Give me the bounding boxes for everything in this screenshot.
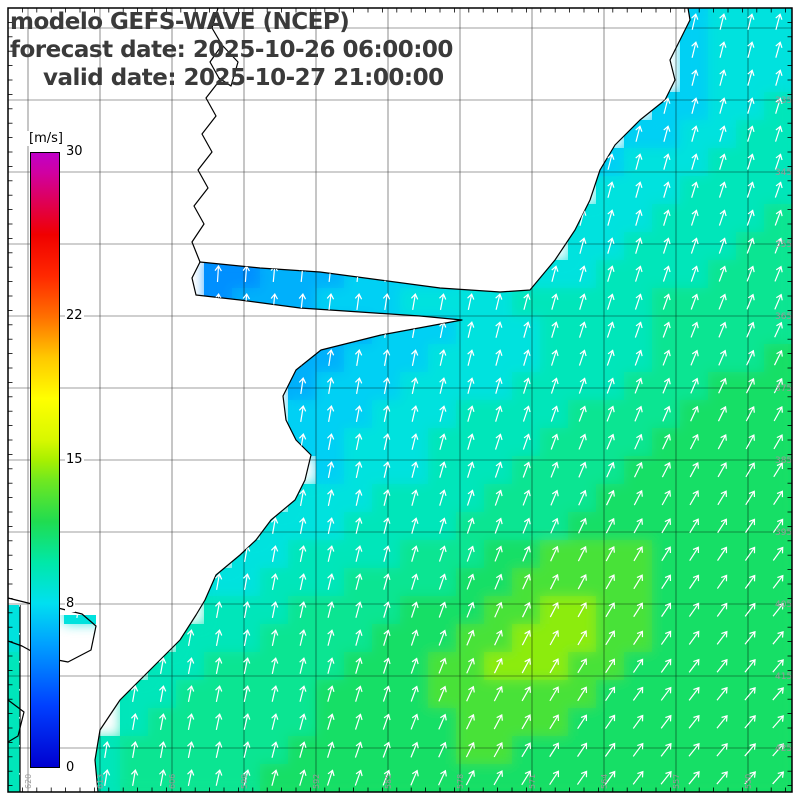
bottom-axis-label: 592: [312, 774, 321, 789]
bottom-axis-label: 606: [168, 774, 177, 789]
right-axis-label: 335: [775, 96, 792, 106]
bottom-axis-label: 550: [744, 774, 753, 789]
title-block: modelo GEFS-WAVE (NCEP) forecast date: 2…: [10, 8, 453, 92]
bottom-axis-label: 557: [672, 774, 681, 789]
colorbar-tick-label: 8: [65, 595, 76, 612]
bottom-axis-label: 564: [600, 774, 609, 789]
bottom-axis-label: 571: [528, 774, 537, 789]
colorbar-tick-label: 22: [65, 308, 84, 325]
colorbar-tick-label: 15: [65, 452, 84, 468]
colorbar-tick-label: 0: [65, 760, 76, 776]
right-axis-label: 425: [775, 744, 792, 754]
coastline-path: [218, 44, 239, 87]
right-axis-label: 395: [775, 528, 792, 538]
forecast-date: forecast date: 2025-10-26 06:00:00: [10, 37, 453, 63]
bottom-axis-label: 613: [96, 774, 105, 789]
axis-labels: 335 345 355 365 375 385 395 405 415 425 620 613 606 5…: [24, 96, 792, 789]
right-axis-label: 385: [775, 456, 792, 466]
grid-lines: [8, 8, 792, 792]
right-axis-label: 415: [775, 672, 792, 682]
wind-field-layer: [8, 8, 792, 792]
right-axis-label: 355: [775, 240, 792, 250]
bottom-axis-label: 599: [240, 774, 249, 789]
bottom-axis-label: 578: [456, 774, 465, 789]
coastline-path: [191, 7, 223, 263]
right-axis-label: 405: [775, 600, 792, 610]
right-axis-label: 365: [775, 312, 792, 322]
bottom-axis-label: 620: [24, 774, 33, 789]
right-axis-label: 345: [775, 168, 792, 178]
valid-date: valid date: 2025-10-27 21:00:00: [43, 65, 444, 91]
coastline-path: [7, 699, 25, 743]
colorbar-unit-label: [m/s]: [27, 131, 65, 146]
right-axis-label: 375: [775, 384, 792, 394]
colorbar: [30, 152, 60, 768]
map-frame: [7, 7, 793, 793]
coastline-path: [94, 7, 691, 793]
model-title: modelo GEFS-WAVE (NCEP): [10, 9, 350, 35]
colorbar-tick-label: 30: [65, 144, 84, 160]
bottom-axis-label: 585: [384, 774, 393, 789]
